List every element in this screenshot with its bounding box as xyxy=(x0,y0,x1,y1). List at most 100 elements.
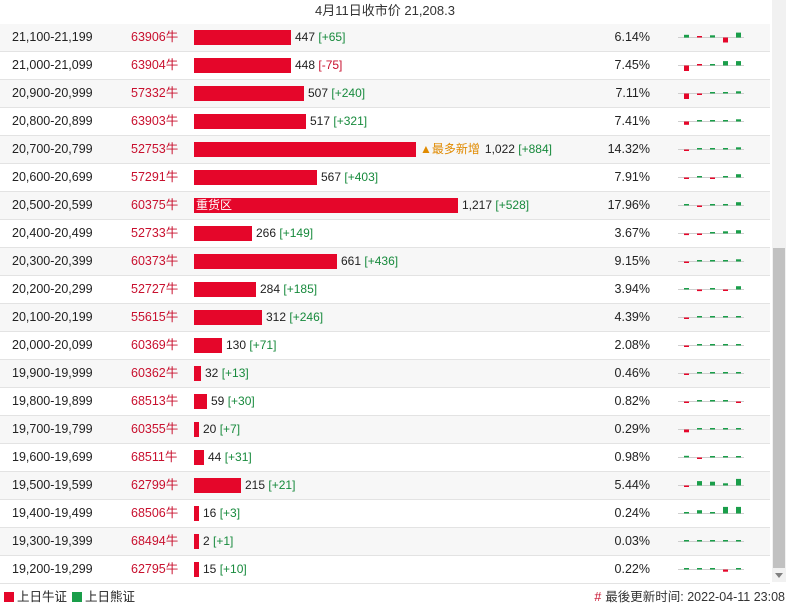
warrant-code-link[interactable]: 60375牛 xyxy=(131,198,179,212)
price-range: 21,100-21,199 xyxy=(12,30,93,44)
oi-bar-cell: 266 [+149] xyxy=(194,220,594,247)
sparkline-bar xyxy=(723,92,728,94)
scroll-down-arrow-icon[interactable] xyxy=(775,573,783,578)
sparkline-bar xyxy=(697,568,702,570)
oi-bar xyxy=(194,534,199,549)
sparkline-bar xyxy=(684,540,689,542)
sparkline-bar xyxy=(684,401,689,403)
warrant-code-link[interactable]: 62799牛 xyxy=(131,478,179,492)
warrant-code-link[interactable]: 60355牛 xyxy=(131,422,179,436)
outstanding-quantity: 32 xyxy=(205,366,219,380)
sparkline-bar xyxy=(684,149,689,151)
warrant-code-link[interactable]: 57332牛 xyxy=(131,86,179,100)
sparkline-bar xyxy=(710,456,715,458)
history-sparkline xyxy=(678,455,744,459)
price-range: 19,700-19,799 xyxy=(12,422,93,436)
oi-bar xyxy=(194,394,207,409)
warrant-code-link[interactable]: 68513牛 xyxy=(131,394,179,408)
warrant-code-link[interactable]: 52727牛 xyxy=(131,282,179,296)
outstanding-quantity: 507 xyxy=(308,86,329,100)
sparkline-bar xyxy=(710,232,715,234)
warrant-code-link[interactable]: 63906牛 xyxy=(131,30,179,44)
warrant-code-link[interactable]: 68511牛 xyxy=(131,450,178,464)
warrant-code-link[interactable]: 52733牛 xyxy=(131,226,179,240)
sparkline-bar xyxy=(684,485,689,487)
warrant-code-link[interactable]: 57291牛 xyxy=(131,170,179,184)
sparkline-bar xyxy=(723,400,728,402)
oi-bar xyxy=(194,562,199,577)
price-range: 19,300-19,399 xyxy=(12,534,93,548)
quantity-change: [+21] xyxy=(268,478,296,492)
outstanding-quantity: 59 xyxy=(211,394,225,408)
hash-icon: # xyxy=(594,590,602,604)
sparkline-bar xyxy=(684,455,689,458)
vertical-scrollbar[interactable] xyxy=(772,0,786,582)
warrant-code-link[interactable]: 55615牛 xyxy=(131,310,179,324)
sparkline-bar xyxy=(684,233,689,236)
price-range: 19,600-19,699 xyxy=(12,450,93,464)
warrant-code-link[interactable]: 62795牛 xyxy=(131,562,179,576)
quantity-change: [+31] xyxy=(224,450,252,464)
history-sparkline xyxy=(678,174,744,179)
sparkline-bar xyxy=(723,61,728,66)
price-range: 21,000-21,099 xyxy=(12,58,93,72)
warrant-code-link[interactable]: 60369牛 xyxy=(131,338,179,352)
outstanding-quantity: 2 xyxy=(203,534,210,548)
history-sparkline xyxy=(678,344,744,347)
sparkline-bar xyxy=(723,540,728,542)
price-range: 19,800-19,899 xyxy=(12,394,93,408)
outstanding-quantity: 266 xyxy=(256,226,277,240)
sparkline-bar xyxy=(697,481,702,486)
warrant-code-link[interactable]: 60373牛 xyxy=(131,254,179,268)
warrant-code-link[interactable]: 52753牛 xyxy=(131,142,179,156)
sparkline-bar xyxy=(710,177,715,179)
sparkline-bar xyxy=(723,506,728,514)
price-range: 20,300-20,399 xyxy=(12,254,93,268)
last-updated-text: 最後更新时间: 2022-04-11 23:08 xyxy=(605,590,785,604)
quantity-change: [+240] xyxy=(331,86,366,100)
quantity-change: [+528] xyxy=(495,198,530,212)
warrant-code-link[interactable]: 63903牛 xyxy=(131,114,179,128)
sparkline-bar xyxy=(736,316,741,318)
oi-bar-cell: 448 [-75] xyxy=(194,52,594,79)
table-row: 20,400-20,499 52733牛 266 [+149] 3.67% xyxy=(0,220,770,248)
scrollbar-thumb[interactable] xyxy=(773,248,785,568)
sparkline-bar xyxy=(697,176,702,178)
table-row: 21,000-21,099 63904牛 448 [-75] 7.45% xyxy=(0,52,770,80)
warrant-code-link[interactable]: 60362牛 xyxy=(131,366,179,380)
percentage: 6.14% xyxy=(614,30,650,44)
price-range: 20,500-20,599 xyxy=(12,198,93,212)
price-range: 19,400-19,499 xyxy=(12,506,93,520)
price-range: 19,900-19,999 xyxy=(12,366,93,380)
oi-bar-cell: 44 [+31] xyxy=(194,444,594,471)
sparkline-bar xyxy=(710,35,715,38)
oi-bar-cell: 130 [+71] xyxy=(194,332,594,359)
oi-bar xyxy=(194,478,241,493)
oi-bar-cell: 284 [+185] xyxy=(194,276,594,303)
warrant-code-link[interactable]: 68494牛 xyxy=(131,534,179,548)
price-range: 20,000-20,099 xyxy=(12,338,93,352)
price-range: 20,400-20,499 xyxy=(12,226,93,240)
sparkline-bar xyxy=(710,64,715,66)
sparkline-bar xyxy=(723,428,728,430)
warrant-code-link[interactable]: 63904牛 xyxy=(131,58,179,72)
oi-bar-cell: 312 [+246] xyxy=(194,304,594,331)
sparkline-bar xyxy=(684,317,689,319)
oi-bar xyxy=(194,338,222,353)
sparkline-bar xyxy=(710,148,715,150)
oi-bar-cell: 59 [+30] xyxy=(194,388,594,415)
sparkline-bar xyxy=(736,506,741,514)
oi-bar-cell: ▲最多新增 1,022 [+884] xyxy=(194,136,594,163)
warrant-code-link[interactable]: 68506牛 xyxy=(131,506,179,520)
oi-bar-cell: 重货区 1,217 [+528] xyxy=(194,192,594,219)
legend-bear-label: 上日熊证 xyxy=(85,590,136,604)
sparkline-bar xyxy=(710,344,715,346)
bull-swatch-icon xyxy=(4,592,14,602)
table-row: 20,100-20,199 55615牛 312 [+246] 4.39% xyxy=(0,304,770,332)
percentage: 2.08% xyxy=(614,338,650,352)
outstanding-quantity: 312 xyxy=(266,310,287,324)
quantity-change: [+149] xyxy=(279,226,314,240)
oi-bar-cell: 661 [+436] xyxy=(194,248,594,275)
sparkline-bar xyxy=(723,176,728,178)
outstanding-quantity: 16 xyxy=(203,506,217,520)
